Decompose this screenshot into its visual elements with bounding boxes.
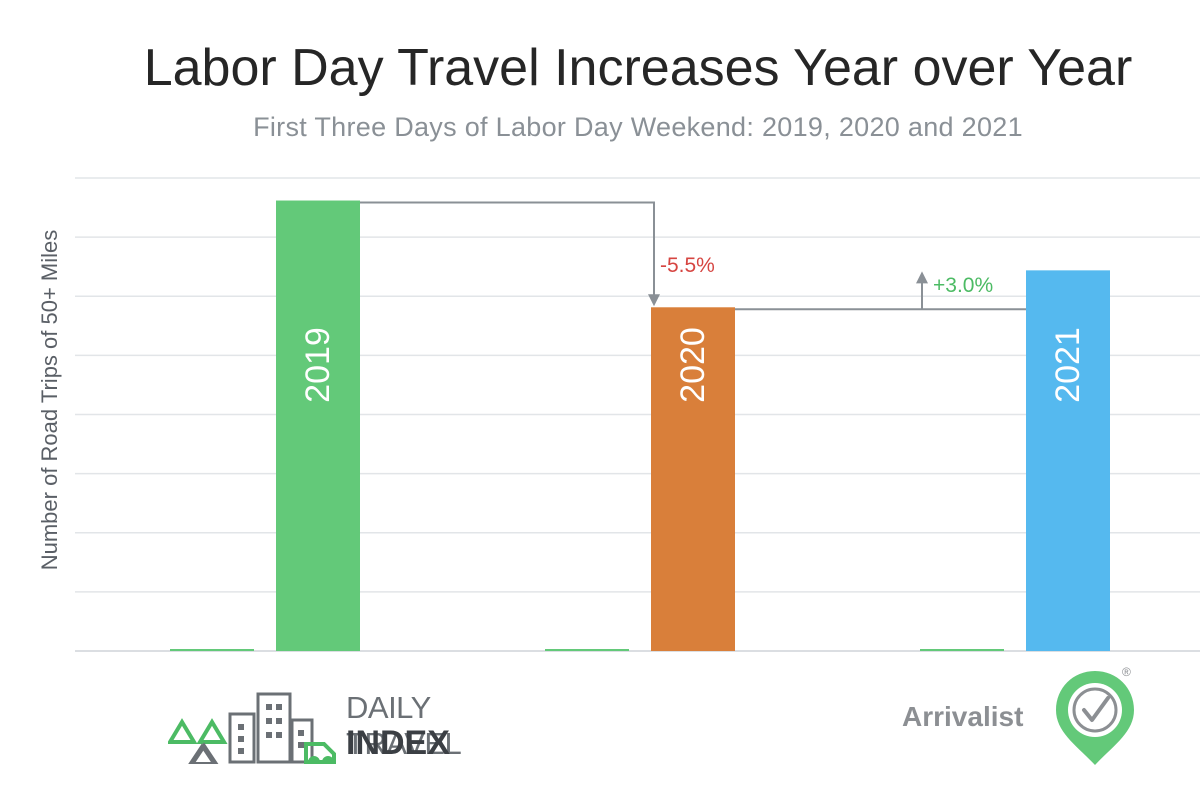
change-label-2020: -5.5% [660, 254, 715, 277]
logo-text-daily-travel: DAILY TRAVEL [346, 690, 462, 761]
logo-text-index: INDEX [346, 724, 450, 762]
bar-zero [920, 649, 1004, 651]
annotations: -5.5% +3.0% [360, 201, 1026, 311]
bars: 2019 2020 2021 [170, 200, 1110, 651]
y-axis-label: Number of Road Trips of 50+ Miles [37, 229, 62, 571]
daily-travel-index-logo: DAILY TRAVEL INDEX [168, 684, 548, 764]
bar-zero [170, 649, 254, 651]
drop-connector [360, 201, 655, 296]
check-pin-icon [1056, 671, 1134, 765]
bar-zero [545, 649, 629, 651]
triangles-buildings-car-icon [168, 692, 336, 764]
chart-title: Labor Day Travel Increases Year over Yea… [143, 39, 1133, 97]
change-label-2021: +3.0% [933, 274, 993, 297]
arrivalist-text: Arrivalist [902, 701, 1024, 732]
bar-label-2019: 2019 [299, 327, 337, 403]
up-arrow [916, 271, 928, 284]
bar-2020 [651, 307, 735, 651]
arrivalist-logo: Arrivalist ® [900, 665, 1160, 775]
chart-subtitle: First Three Days of Labor Day Weekend: 2… [253, 112, 1023, 142]
down-arrow [648, 294, 660, 307]
bar-2021 [1026, 270, 1110, 651]
bar-label-2020: 2020 [674, 327, 712, 403]
registered-mark: ® [1122, 665, 1131, 679]
bar-2019 [276, 200, 360, 651]
bar-label-2021: 2021 [1049, 327, 1087, 403]
gridlines [75, 177, 1200, 652]
